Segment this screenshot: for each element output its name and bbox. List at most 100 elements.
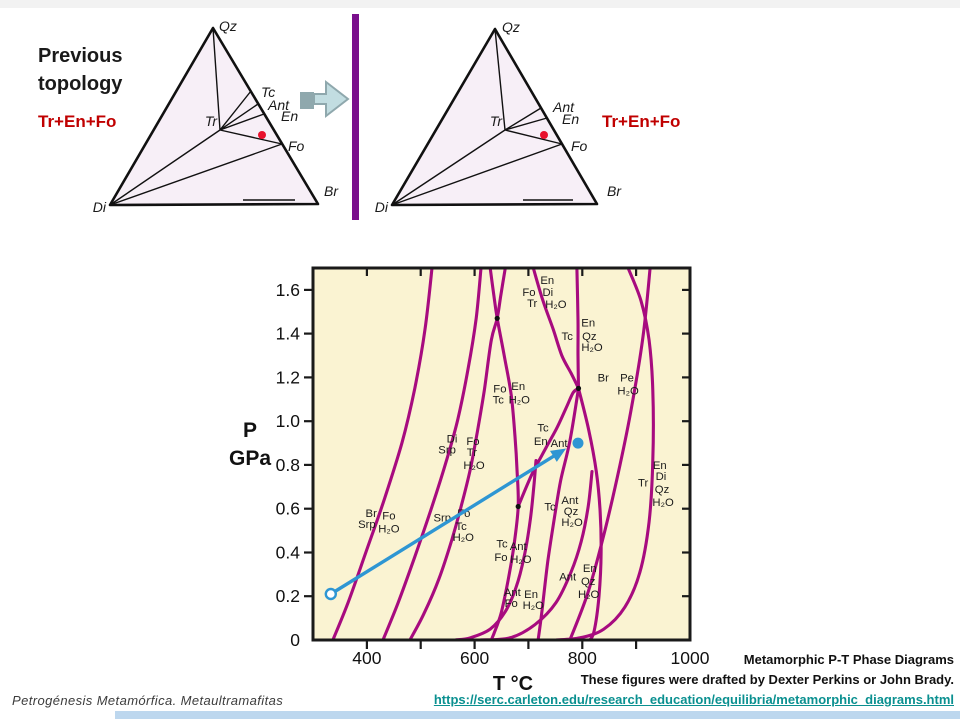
x-axis-title: T °C [493,673,533,695]
reaction-curve-ant-en-qz-lo [478,469,594,640]
reaction-curve-tc-en-qz [575,268,581,390]
reaction-label: Br [366,508,378,520]
y-tick-label: 0 [290,630,300,650]
reaction-label: H₂O [617,386,639,398]
reaction-label: H₂O [545,299,567,311]
reaction-label: Di [542,287,553,299]
reaction-label: En [540,275,554,287]
x-tick-label: 400 [352,648,381,668]
reaction-label: Tc [455,521,467,533]
phase-label-ant: Ant [267,97,290,113]
reaction-label: Fo [494,552,507,564]
credits-attribution: These figures were drafted by Dexter Per… [580,672,954,687]
phase-label-en: En [562,111,579,127]
reaction-label: Srp [438,445,456,457]
invariant-point [494,315,500,321]
reaction-curve-brc-pe [568,268,652,640]
reaction-curve-brc-srp-fo [331,268,434,640]
plot-frame [311,266,692,642]
reaction-label: Pe [620,372,634,384]
credits-block: Metamorphic P-T Phase Diagrams These fig… [434,650,954,710]
reaction-curve-tr-en-di-qz [554,268,655,640]
ternary-triangle [108,26,320,207]
transition-block-arrow [300,79,350,119]
reaction-label: Tc [537,423,549,435]
arrowhead-icon [550,448,567,462]
credits-title: Metamorphic P-T Phase Diagrams [743,652,954,667]
y-axis-title-gpa: GPa [229,447,271,470]
invariant-point [515,503,521,510]
vertex-label-di: Di [93,199,107,215]
x-tick-label: 1000 [671,648,710,668]
reaction-label: Fo [505,598,518,610]
reaction-label: Ant [510,541,528,553]
previous-topology-title: Previous topology [38,42,122,98]
y-tick-label: 1.2 [276,367,300,387]
y-tick-label: 1.6 [276,280,300,300]
title-line-2: topology [38,73,123,95]
title-line-1: Previous [38,45,123,67]
left-ternary-diagram: Qz Di Br Tr Tc Ant En Fo [93,18,340,215]
reaction-label: Tc [493,394,505,406]
reaction-label: Tc [544,502,556,514]
y-axis-title-p: P [243,419,257,442]
assemblage-label-right: Tr+En+Fo [602,112,681,131]
phase-label-tr: Tr [205,113,219,129]
reaction-curve-tc-en-ant [516,386,581,509]
phase-label-fo: Fo [571,138,588,154]
reaction-label: En [583,563,597,575]
reaction-label: Qz [582,331,597,343]
composition-dot [258,131,266,139]
x-tick-label: 800 [568,648,597,668]
composition-dot [540,131,548,139]
reaction-label: Br [598,372,610,384]
reaction-label: Ant [504,587,522,599]
reaction-label: Tc [562,331,574,343]
path-start-point [324,587,337,601]
reaction-label: H₂O [652,497,674,509]
pt-path-arrow [324,437,584,601]
reaction-label: Srp [358,519,376,531]
reaction-label: En [534,436,548,448]
reaction-label: Fo [466,436,479,448]
reaction-label: H₂O [561,517,583,529]
reaction-label: H₂O [523,600,545,612]
reaction-label: Tr [467,447,477,459]
phase-label-en: En [281,108,298,124]
course-footer-label: Petrogénesis Metamórfica. Metaultramafit… [12,693,284,708]
reaction-label: En [511,381,525,393]
reaction-label: En [581,318,595,330]
separator-bar [352,14,359,220]
ternary-triangle [390,27,599,207]
right-ternary-diagram: Qz Di Br Tr Ant En Fo [375,19,623,215]
slide-top-margin [0,0,960,8]
reaction-label: Ant [559,572,577,584]
reaction-label: Ant [551,438,569,450]
y-tick-label: 0.4 [276,543,301,563]
topology-diagrams: Qz Di Br Tr Tc Ant En Fo Qz Di Br Tr Ant… [93,14,623,220]
path-end-point [572,437,584,449]
reaction-label: H₂O [378,523,400,535]
phase-label-tr: Tr [490,113,504,129]
reaction-label: Fo [382,510,395,522]
reaction-label: Fo [493,383,506,395]
tie-lines [391,28,573,206]
vertex-label-qz: Qz [219,18,237,34]
reaction-curve-ant-en-qz-hi [576,386,603,640]
x-tick-label: 600 [460,648,489,668]
reaction-curve-di-srp-fo-tr [381,268,483,640]
footer-accent-bar [115,711,960,719]
vertex-label-qz: Qz [502,19,520,35]
reaction-label: En [653,460,667,472]
tie-lines [109,27,295,206]
vertex-label-br: Br [324,183,339,199]
reaction-label: Tc [496,539,508,551]
phase-label-ant: Ant [552,99,575,115]
block-arrow-tail [300,92,314,109]
reaction-label: Di [656,471,667,483]
reaction-label: Di [447,434,458,446]
plot-area [313,268,690,640]
credits-url-link[interactable]: https://serc.carleton.edu/research_educa… [433,692,954,707]
